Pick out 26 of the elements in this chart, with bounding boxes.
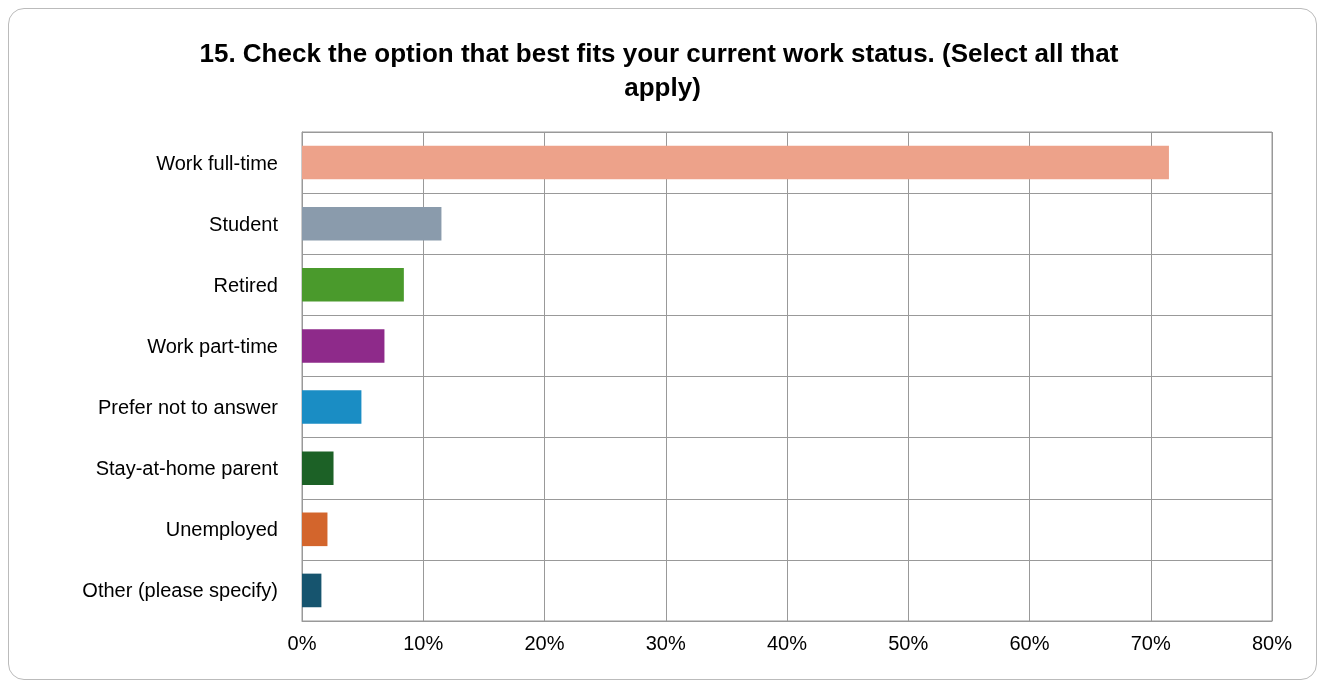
chart-title: 15. Check the option that best fits your current work status. (Select all that apply) [199, 38, 1126, 102]
x-tick-label: 60% [1009, 632, 1050, 654]
x-tick-label: 40% [766, 632, 808, 654]
y-tick-label: Prefer not to answer [97, 396, 279, 419]
x-tick-label: 50% [888, 632, 929, 654]
y-tick-label: Retired [213, 273, 278, 296]
x-tick-label: 80% [1251, 632, 1293, 654]
y-tick-label: Other (please specify) [82, 579, 278, 602]
bar [302, 268, 404, 302]
x-tick-label: 70% [1130, 632, 1171, 654]
bar [302, 206, 442, 241]
x-tick-label: 30% [645, 632, 686, 654]
bar [302, 329, 385, 363]
bar [302, 573, 322, 608]
y-tick-label: Work full-time [156, 151, 278, 174]
y-tick-label: Unemployed [165, 518, 278, 541]
x-tick-label: 20% [524, 632, 565, 654]
bar [302, 390, 362, 424]
y-tick-label: Stay-at-home parent [95, 457, 279, 480]
y-tick-label: Work part-time [147, 334, 278, 357]
bar [302, 451, 334, 485]
bar [302, 512, 328, 547]
y-tick-label: Student [209, 212, 279, 235]
bar [302, 145, 1169, 180]
x-tick-label: 10% [403, 632, 444, 654]
x-tick-label: 0% [287, 632, 317, 654]
